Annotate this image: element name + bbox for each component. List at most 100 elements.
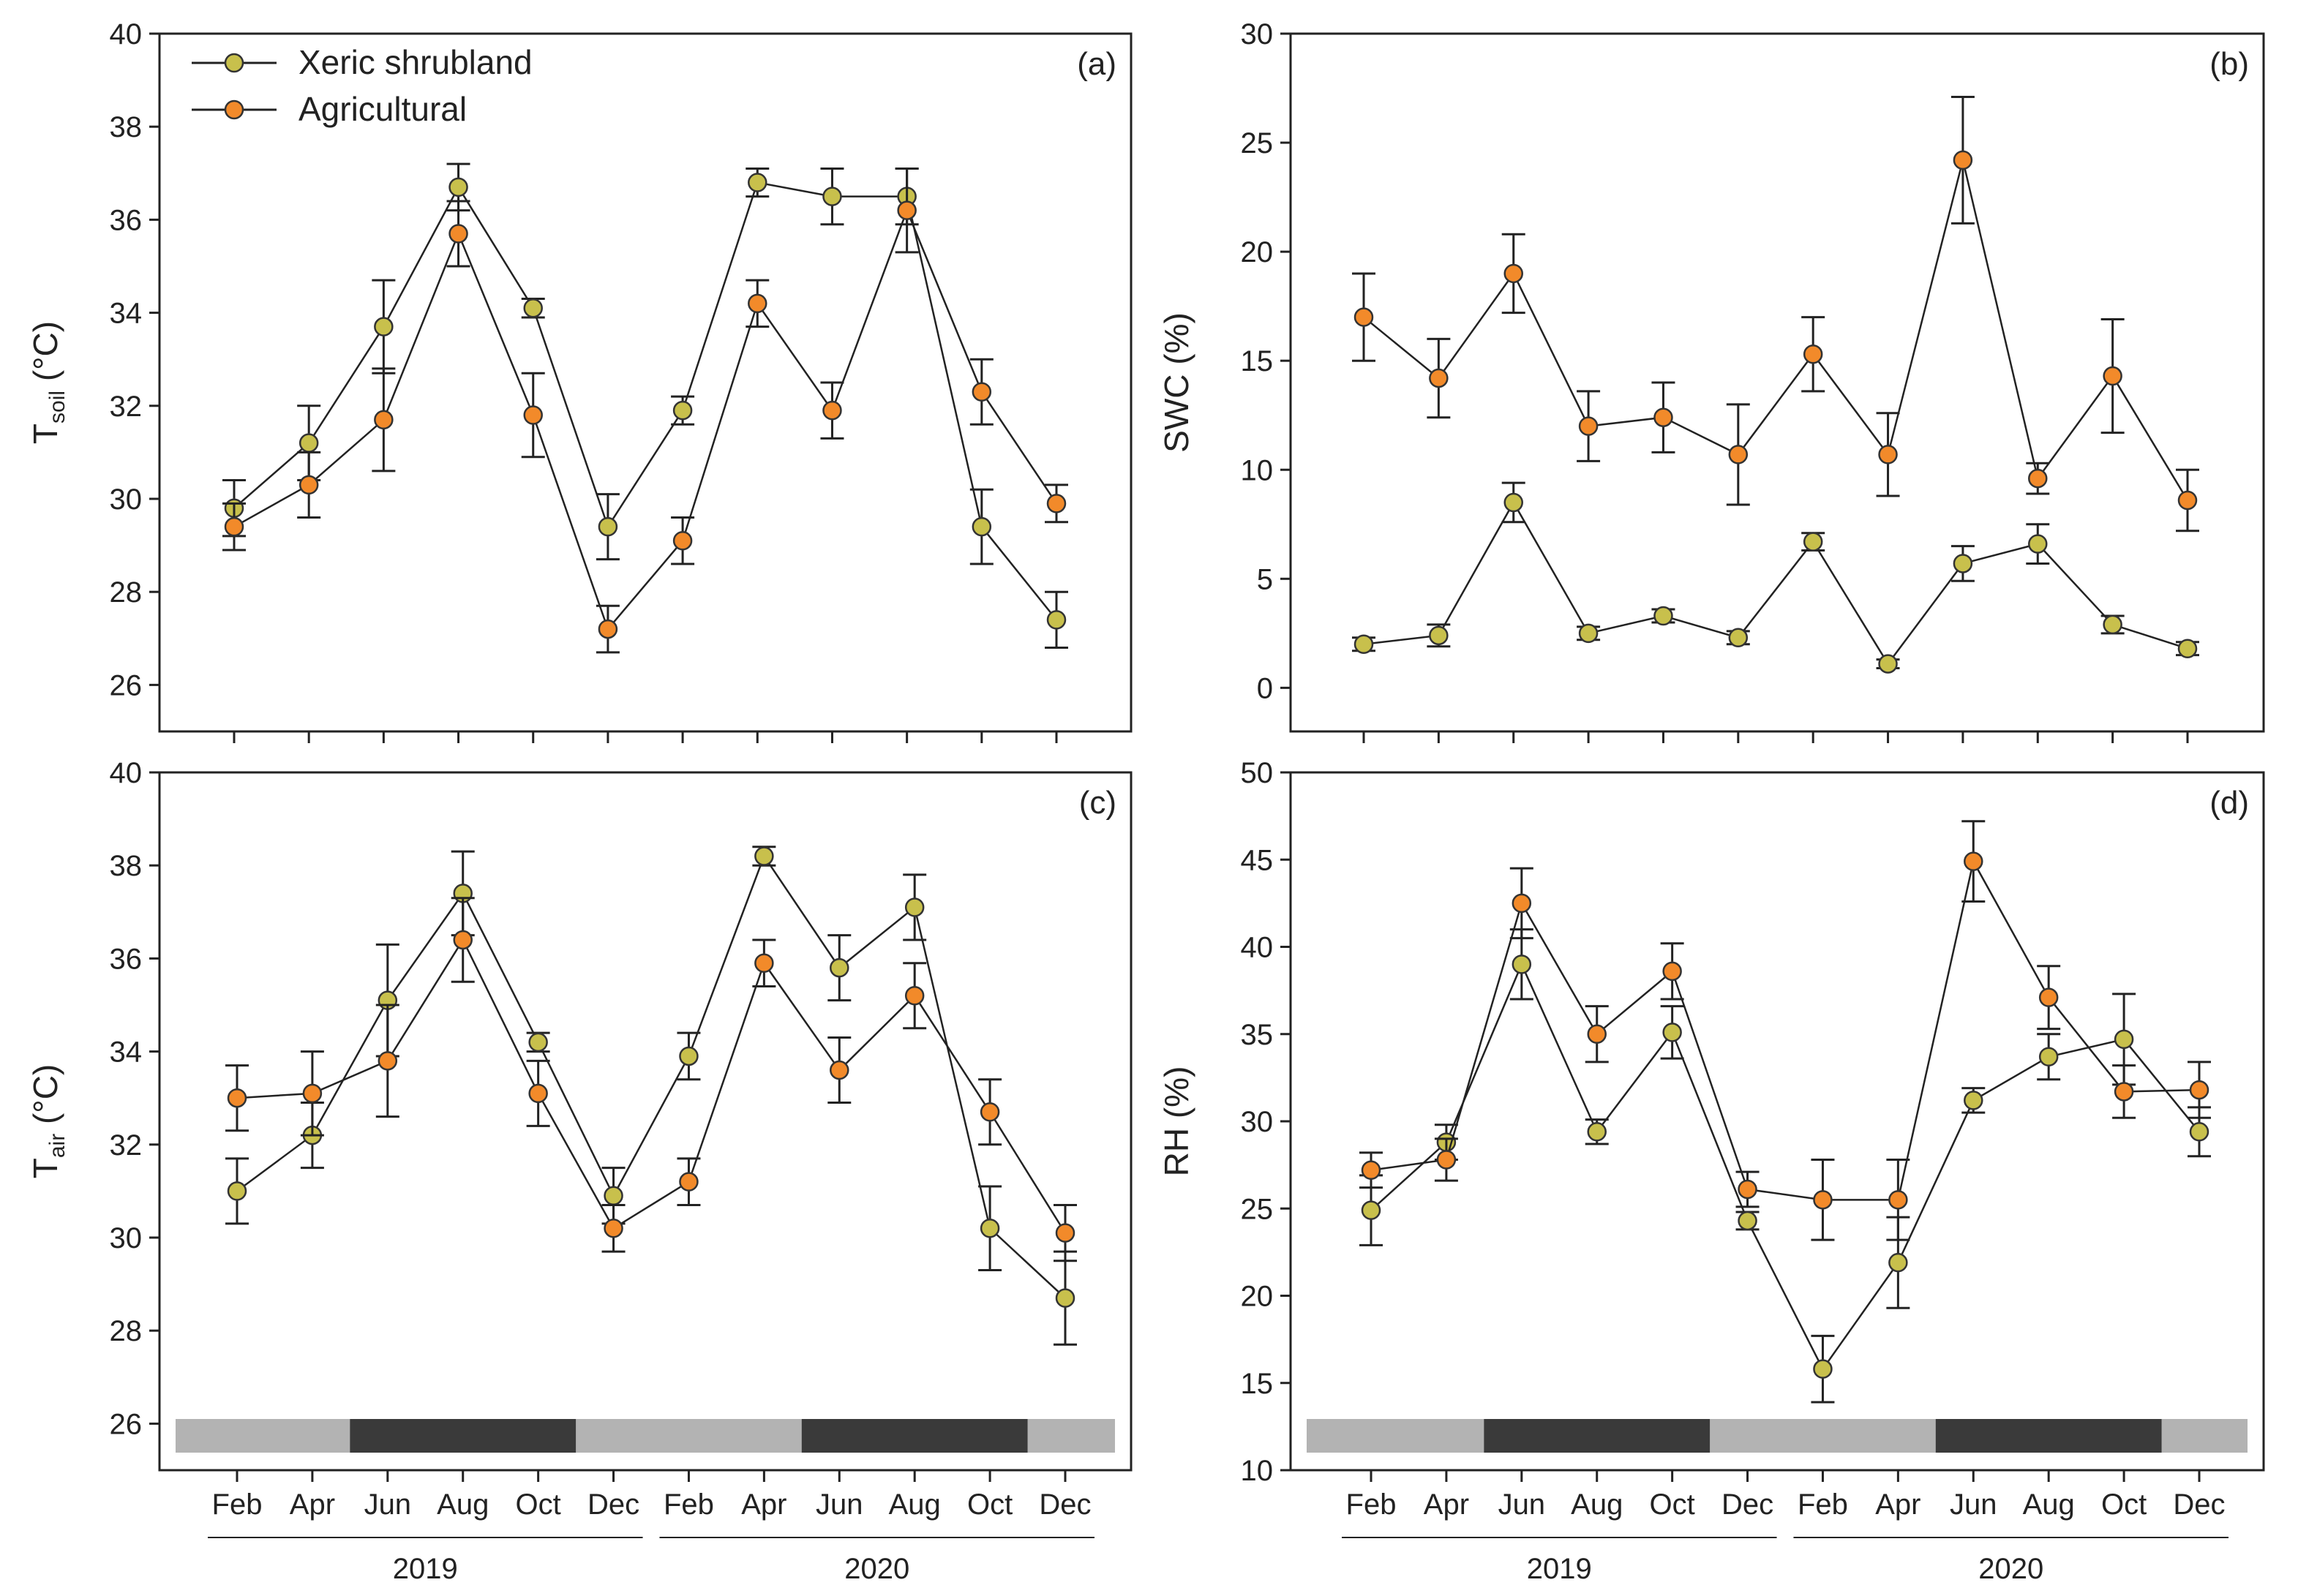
panel-a: 26 28 30 32 34 36 38 40 Tsoil (°C) (a) Xeric shrub… (26, 18, 1133, 743)
data-point (1055, 1223, 1075, 1243)
data-point (604, 1186, 623, 1206)
data-point (1813, 1190, 1833, 1210)
data-point (1353, 634, 1374, 654)
panel-label: (c) (1079, 785, 1116, 821)
data-point (2177, 639, 2198, 658)
data-point (1964, 851, 1983, 871)
data-point (830, 957, 849, 978)
data-point (672, 530, 693, 551)
y-tick-label: 40 (110, 18, 143, 50)
legend-label: Agricultural (298, 90, 467, 128)
series-line (1363, 159, 2189, 501)
x-tick-label: Jun (364, 1488, 412, 1521)
x-tick-label: Feb (212, 1488, 263, 1521)
panel-label: (b) (2209, 46, 2249, 82)
data-point (448, 177, 468, 197)
data-point (1653, 407, 1673, 427)
y-tick-label: 28 (110, 1315, 143, 1347)
season-bar-dark (1935, 1419, 2162, 1453)
x-tick-label: Aug (2023, 1488, 2075, 1521)
x-tick-label: Jun (1950, 1488, 1997, 1521)
season-bar-dark (801, 1419, 1028, 1453)
legend-marker (224, 99, 244, 120)
series-line (1370, 859, 2200, 1201)
data-point (378, 1051, 398, 1071)
data-point (528, 1032, 548, 1053)
data-point (528, 1083, 548, 1104)
y-tick-label: 38 (110, 111, 143, 143)
data-point (1728, 445, 1749, 464)
y-tick-label: 32 (110, 391, 143, 423)
panel-d: 10 15 20 25 30 35 40 45 50 Feb Apr Jun Aug Oct Dec Feb A… (1157, 757, 2265, 1585)
data-point (598, 516, 618, 537)
x-tick-label: Feb (1346, 1488, 1397, 1521)
panel-label: (a) (1077, 46, 1116, 82)
y-tick-label: 15 (1241, 345, 1274, 377)
plot-frame (158, 32, 1133, 733)
y-tick-label: 45 (1241, 844, 1274, 876)
y-tick-label: 34 (110, 298, 143, 330)
data-point (2114, 1082, 2134, 1102)
data-point (448, 224, 468, 244)
x-tick-label: Dec (1721, 1488, 1773, 1521)
legend: Xeric shrubland Agricultural (192, 43, 533, 128)
x-tick-label: Aug (889, 1488, 941, 1521)
data-point (523, 298, 543, 318)
data-point (1803, 344, 1823, 364)
y-tick-label: 20 (1241, 236, 1274, 268)
x-tick-label: Apr (1875, 1488, 1920, 1521)
y-tick-label: 35 (1241, 1019, 1274, 1051)
x-tick-label: Oct (1650, 1488, 1695, 1521)
legend-marker (224, 53, 244, 73)
series-agricultural (225, 897, 1077, 1262)
y-tick-label: 30 (110, 1222, 143, 1254)
season-bar-dark (1484, 1419, 1711, 1453)
series-line (236, 938, 1067, 1234)
x-tick-label: Dec (2173, 1488, 2225, 1521)
data-point (1964, 1091, 1983, 1110)
data-point (1046, 610, 1067, 630)
data-point (754, 953, 774, 974)
data-point (1738, 1179, 1757, 1200)
data-point (1803, 532, 1823, 552)
data-point (822, 187, 842, 206)
data-point (453, 930, 473, 950)
y-tick-label: 15 (1241, 1368, 1274, 1400)
series-agricultural (222, 167, 1068, 654)
data-point (972, 382, 992, 402)
data-point (598, 619, 618, 639)
data-point (1738, 1211, 1757, 1231)
data-point (1512, 893, 1532, 914)
data-point (904, 897, 925, 917)
season-bar-dark (350, 1419, 577, 1453)
data-point (1361, 1200, 1381, 1220)
y-tick-label: 10 (1241, 1455, 1274, 1487)
data-point (374, 317, 394, 336)
series-line (1370, 962, 2200, 1371)
data-point (2028, 468, 2048, 489)
year-label: 2020 (844, 1553, 909, 1585)
y-axis-label: RH (%) (1157, 1066, 1195, 1177)
data-point (1662, 1023, 1682, 1042)
data-point (980, 1219, 1000, 1238)
series-line (233, 181, 1057, 621)
y-tick-label: 30 (110, 483, 143, 516)
y-tick-label: 36 (110, 943, 143, 975)
y-tick-label: 40 (1241, 932, 1274, 964)
data-point (1046, 494, 1067, 513)
y-tick-label: 28 (110, 576, 143, 609)
y-tick-label: 10 (1241, 454, 1274, 486)
data-point (748, 293, 767, 314)
data-point (298, 475, 319, 495)
data-point (2103, 366, 2122, 386)
y-tick-label: 50 (1241, 757, 1274, 789)
data-point (1055, 1288, 1075, 1308)
x-tick-label: Dec (1039, 1488, 1091, 1521)
data-point (1353, 307, 1374, 327)
data-point (2114, 1029, 2134, 1050)
data-point (227, 1181, 247, 1201)
data-point (904, 986, 925, 1006)
y-tick-label: 32 (110, 1129, 143, 1162)
y-tick-label: 30 (1241, 18, 1274, 50)
